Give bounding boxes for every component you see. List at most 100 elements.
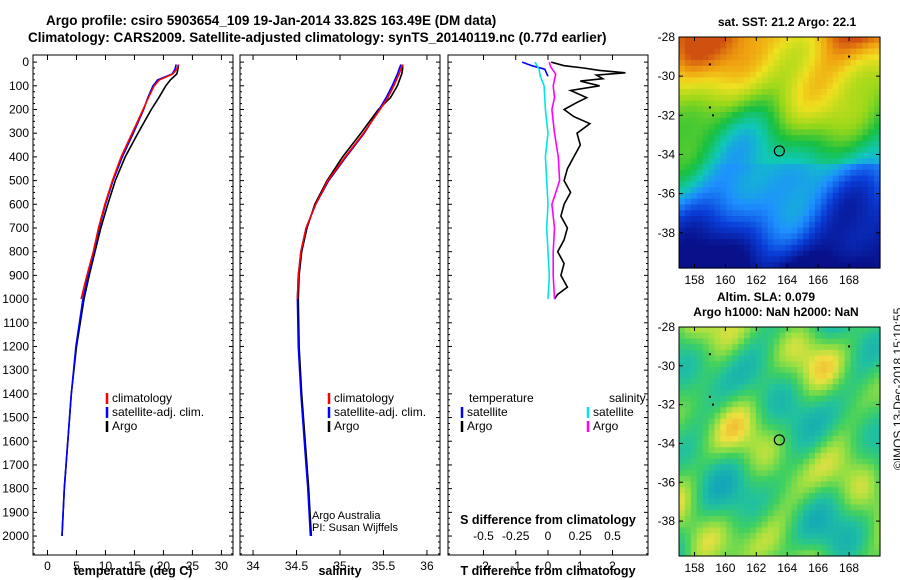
- map-cell: [767, 527, 775, 534]
- map-cell: [732, 146, 739, 154]
- map-cell: [862, 407, 869, 414]
- map-cell: [720, 487, 727, 494]
- map-cell: [832, 42, 840, 50]
- map-cell: [684, 349, 692, 357]
- legend-heading: temperature: [469, 391, 534, 405]
- map-cell: [714, 464, 721, 471]
- map-cell: [720, 88, 727, 96]
- map-cell: [679, 140, 686, 148]
- map-cell: [832, 175, 840, 182]
- island-dot: [712, 114, 715, 117]
- map-cell: [814, 332, 822, 340]
- map-cell: [862, 60, 869, 67]
- map-cell: [773, 239, 781, 246]
- map-cell: [714, 441, 721, 448]
- map-cell: [732, 42, 739, 50]
- map-cell: [702, 187, 710, 194]
- map-cell: [826, 71, 834, 79]
- map-cell: [791, 169, 798, 177]
- map-cell: [826, 158, 834, 165]
- map-cell: [838, 221, 846, 229]
- map-cell: [814, 430, 822, 437]
- map-cell: [809, 83, 816, 90]
- map-cell: [820, 424, 828, 431]
- map-cell: [744, 327, 751, 334]
- map-cell: [874, 77, 881, 84]
- map-cell: [773, 527, 781, 534]
- map-cell: [868, 65, 875, 73]
- map-cell: [868, 192, 875, 200]
- map-cell: [714, 244, 721, 252]
- map-cell: [850, 244, 857, 252]
- depth-tick-label: 1400: [2, 387, 29, 401]
- map-cell: [732, 447, 739, 454]
- map-cell: [732, 504, 739, 511]
- map-cell: [874, 83, 881, 90]
- map-cell: [797, 94, 804, 102]
- map-cell: [856, 256, 863, 263]
- map-cell: [761, 447, 769, 454]
- map-cell: [732, 71, 739, 79]
- map-cell: [844, 493, 852, 500]
- map-cell: [708, 481, 716, 488]
- map-cell: [744, 344, 751, 351]
- map-cell: [856, 192, 863, 200]
- map-cell: [826, 106, 834, 113]
- map-cell: [684, 181, 692, 188]
- map-cell: [684, 389, 692, 397]
- map-cell: [749, 65, 757, 73]
- map-cell: [785, 521, 792, 528]
- x-tick-label: 35: [333, 559, 347, 573]
- map-cell: [708, 355, 716, 362]
- map-cell: [732, 538, 739, 546]
- map-cell: [749, 146, 757, 154]
- map-cell: [779, 129, 787, 136]
- map-cell: [732, 227, 739, 234]
- map-cell: [726, 378, 733, 385]
- map-cell: [679, 521, 686, 528]
- depth-tick-label: 600: [9, 197, 29, 211]
- imos-credit: ©IMOS 13-Dec-2018 15:10:55: [891, 307, 900, 470]
- map-cell: [803, 464, 810, 471]
- map-cell: [761, 181, 769, 188]
- map-cell: [785, 244, 792, 252]
- map-cell: [844, 355, 852, 362]
- map-cell: [732, 550, 739, 557]
- map-cell: [708, 117, 716, 125]
- map-cell: [732, 521, 739, 528]
- map-cell: [862, 158, 869, 165]
- map-cell: [779, 221, 787, 229]
- map-cell: [826, 475, 834, 483]
- depth-tick-label: 300: [9, 126, 29, 140]
- map-cell: [809, 117, 816, 125]
- map-cell: [744, 498, 751, 506]
- map-cell: [868, 510, 875, 517]
- map-cell: [679, 550, 686, 557]
- map-cell: [868, 538, 875, 546]
- map-cell: [749, 470, 757, 477]
- map-cell: [826, 198, 834, 206]
- map-cell: [755, 146, 763, 154]
- map-cell: [696, 187, 704, 194]
- map-cell: [838, 135, 846, 142]
- map-cell: [679, 233, 686, 240]
- map-cell: [708, 216, 716, 223]
- map-cell: [679, 458, 686, 465]
- map-cell: [773, 216, 781, 223]
- map-cell: [679, 544, 686, 551]
- map-cell: [720, 181, 727, 188]
- map-cell: [720, 71, 727, 79]
- map-cell: [690, 88, 698, 96]
- map-cell: [856, 146, 863, 154]
- map-cell: [690, 332, 698, 340]
- header-line-1: Argo profile: csiro 5903654_109 19-Jan-2…: [46, 13, 497, 28]
- map-cell: [684, 60, 692, 67]
- map-cell: [785, 106, 792, 113]
- map-cell: [714, 239, 721, 246]
- map-cell: [814, 412, 822, 420]
- map-cell: [844, 430, 852, 437]
- map-cell: [832, 355, 840, 362]
- map-cell: [791, 54, 798, 61]
- map-cell: [803, 152, 810, 159]
- map-cell: [679, 332, 686, 340]
